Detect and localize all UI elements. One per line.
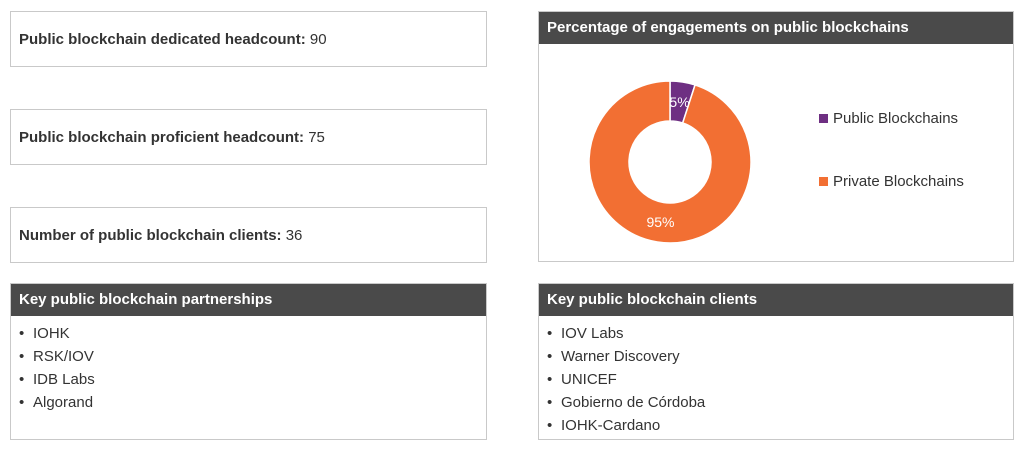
partnerships-title: Key public blockchain partnerships (11, 284, 486, 316)
list-item: • IOHK-Cardano (547, 417, 661, 434)
chart-title: Percentage of engagements on public bloc… (539, 12, 1013, 44)
list-item: • IOV Labs (547, 325, 624, 342)
legend-public: Public Blockchains (819, 110, 958, 127)
list-item: • IDB Labs (19, 371, 95, 388)
stat-value: 36 (285, 226, 303, 244)
stat-value: 90 (309, 30, 327, 48)
list-item: • Algorand (19, 394, 94, 411)
stat-label: Public blockchain dedicated headcount: (19, 30, 306, 48)
list-item: • RSK/IOV (19, 348, 94, 365)
stat-box-proficient: Public blockchain proficient headcount: … (10, 109, 487, 165)
stat-label: Number of public blockchain clients: (19, 226, 282, 244)
stat-value: 75 (308, 128, 325, 146)
clients-list: • IOV Labs • Warner Discovery • UNICEF • Gob… (539, 316, 1013, 437)
stat-label: Public blockchain proficient headcount: (19, 128, 305, 146)
donut-slice-private (588, 80, 752, 244)
legend-swatch-public (819, 114, 828, 123)
stat-box-clients: Number of public blockchain clients: 36 (10, 207, 487, 263)
donut-chart: 5% 95% (588, 80, 752, 244)
legend-private: Private Blockchains (819, 173, 964, 190)
list-item: • Warner Discovery (547, 348, 680, 365)
clients-panel: Key public blockchain clients • IOV Labs … (538, 283, 1014, 440)
data-label-public: 5% (669, 94, 689, 110)
list-item: • Gobierno de Córdoba (547, 394, 706, 411)
list-item: • IOHK (19, 325, 70, 342)
legend-label-private: Private Blockchains (833, 173, 964, 190)
legend-label-public: Public Blockchains (833, 110, 959, 127)
partnerships-panel: Key public blockchain partnerships • IOHK… (10, 283, 487, 440)
data-label-private: 95% (646, 214, 674, 230)
partnerships-list: • IOHK • RSK/IOV • IDB Labs • Algorand (11, 316, 486, 414)
clients-title: Key public blockchain clients (539, 284, 1013, 316)
list-item: • UNICEF (547, 371, 617, 388)
legend-swatch-private (819, 177, 828, 186)
stat-box-dedicated: Public blockchain dedicated headcount: 9… (10, 11, 487, 67)
chart-panel: Percentage of engagements on public bloc… (538, 11, 1014, 262)
